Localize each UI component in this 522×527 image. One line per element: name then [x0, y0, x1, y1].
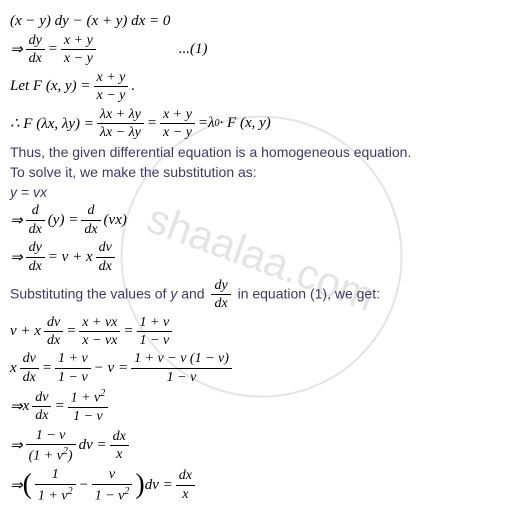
line-3: Let F (x, y) = x + yx − y .	[10, 70, 512, 104]
solution-body: (x − y) dy − (x + y) dx = 0 ⇒ dydx = x +…	[10, 13, 512, 504]
explanation-3: Substituting the values of y and dydx in…	[10, 278, 512, 312]
line-5: ⇒ ddx (y) = ddx (vx)	[10, 203, 512, 237]
substitution-line: y = vx	[10, 184, 512, 200]
line-9: ⇒ x dvdx = 1 + v2 1 − v	[10, 388, 512, 424]
line-10: ⇒ 1 − v (1 + v2) dv = dxx	[10, 428, 512, 464]
line-7: v + x dvdx = x + vxx − vx = 1 + v1 − v	[10, 315, 512, 349]
line-8: x dvdx = 1 + v1 − v − v = 1 + v − v (1 −…	[10, 351, 512, 385]
line-11: ⇒ ( 1 1 + v2 − v 1 − v2 ) dv = dxx	[10, 467, 512, 503]
line-2: ⇒ dydx = x + yx − y ...(1)	[10, 33, 512, 67]
line-6: ⇒ dydx = v + x dvdx	[10, 240, 512, 274]
equation-number-1: ...(1)	[179, 41, 208, 58]
line-4: ∴ F (λx, λy) = λx + λyλx − λy = x + yx −…	[10, 107, 512, 141]
explanation-1: Thus, the given differential equation is…	[10, 144, 512, 160]
line-1: (x − y) dy − (x + y) dx = 0	[10, 13, 512, 30]
explanation-2: To solve it, we make the substitution as…	[10, 164, 512, 180]
